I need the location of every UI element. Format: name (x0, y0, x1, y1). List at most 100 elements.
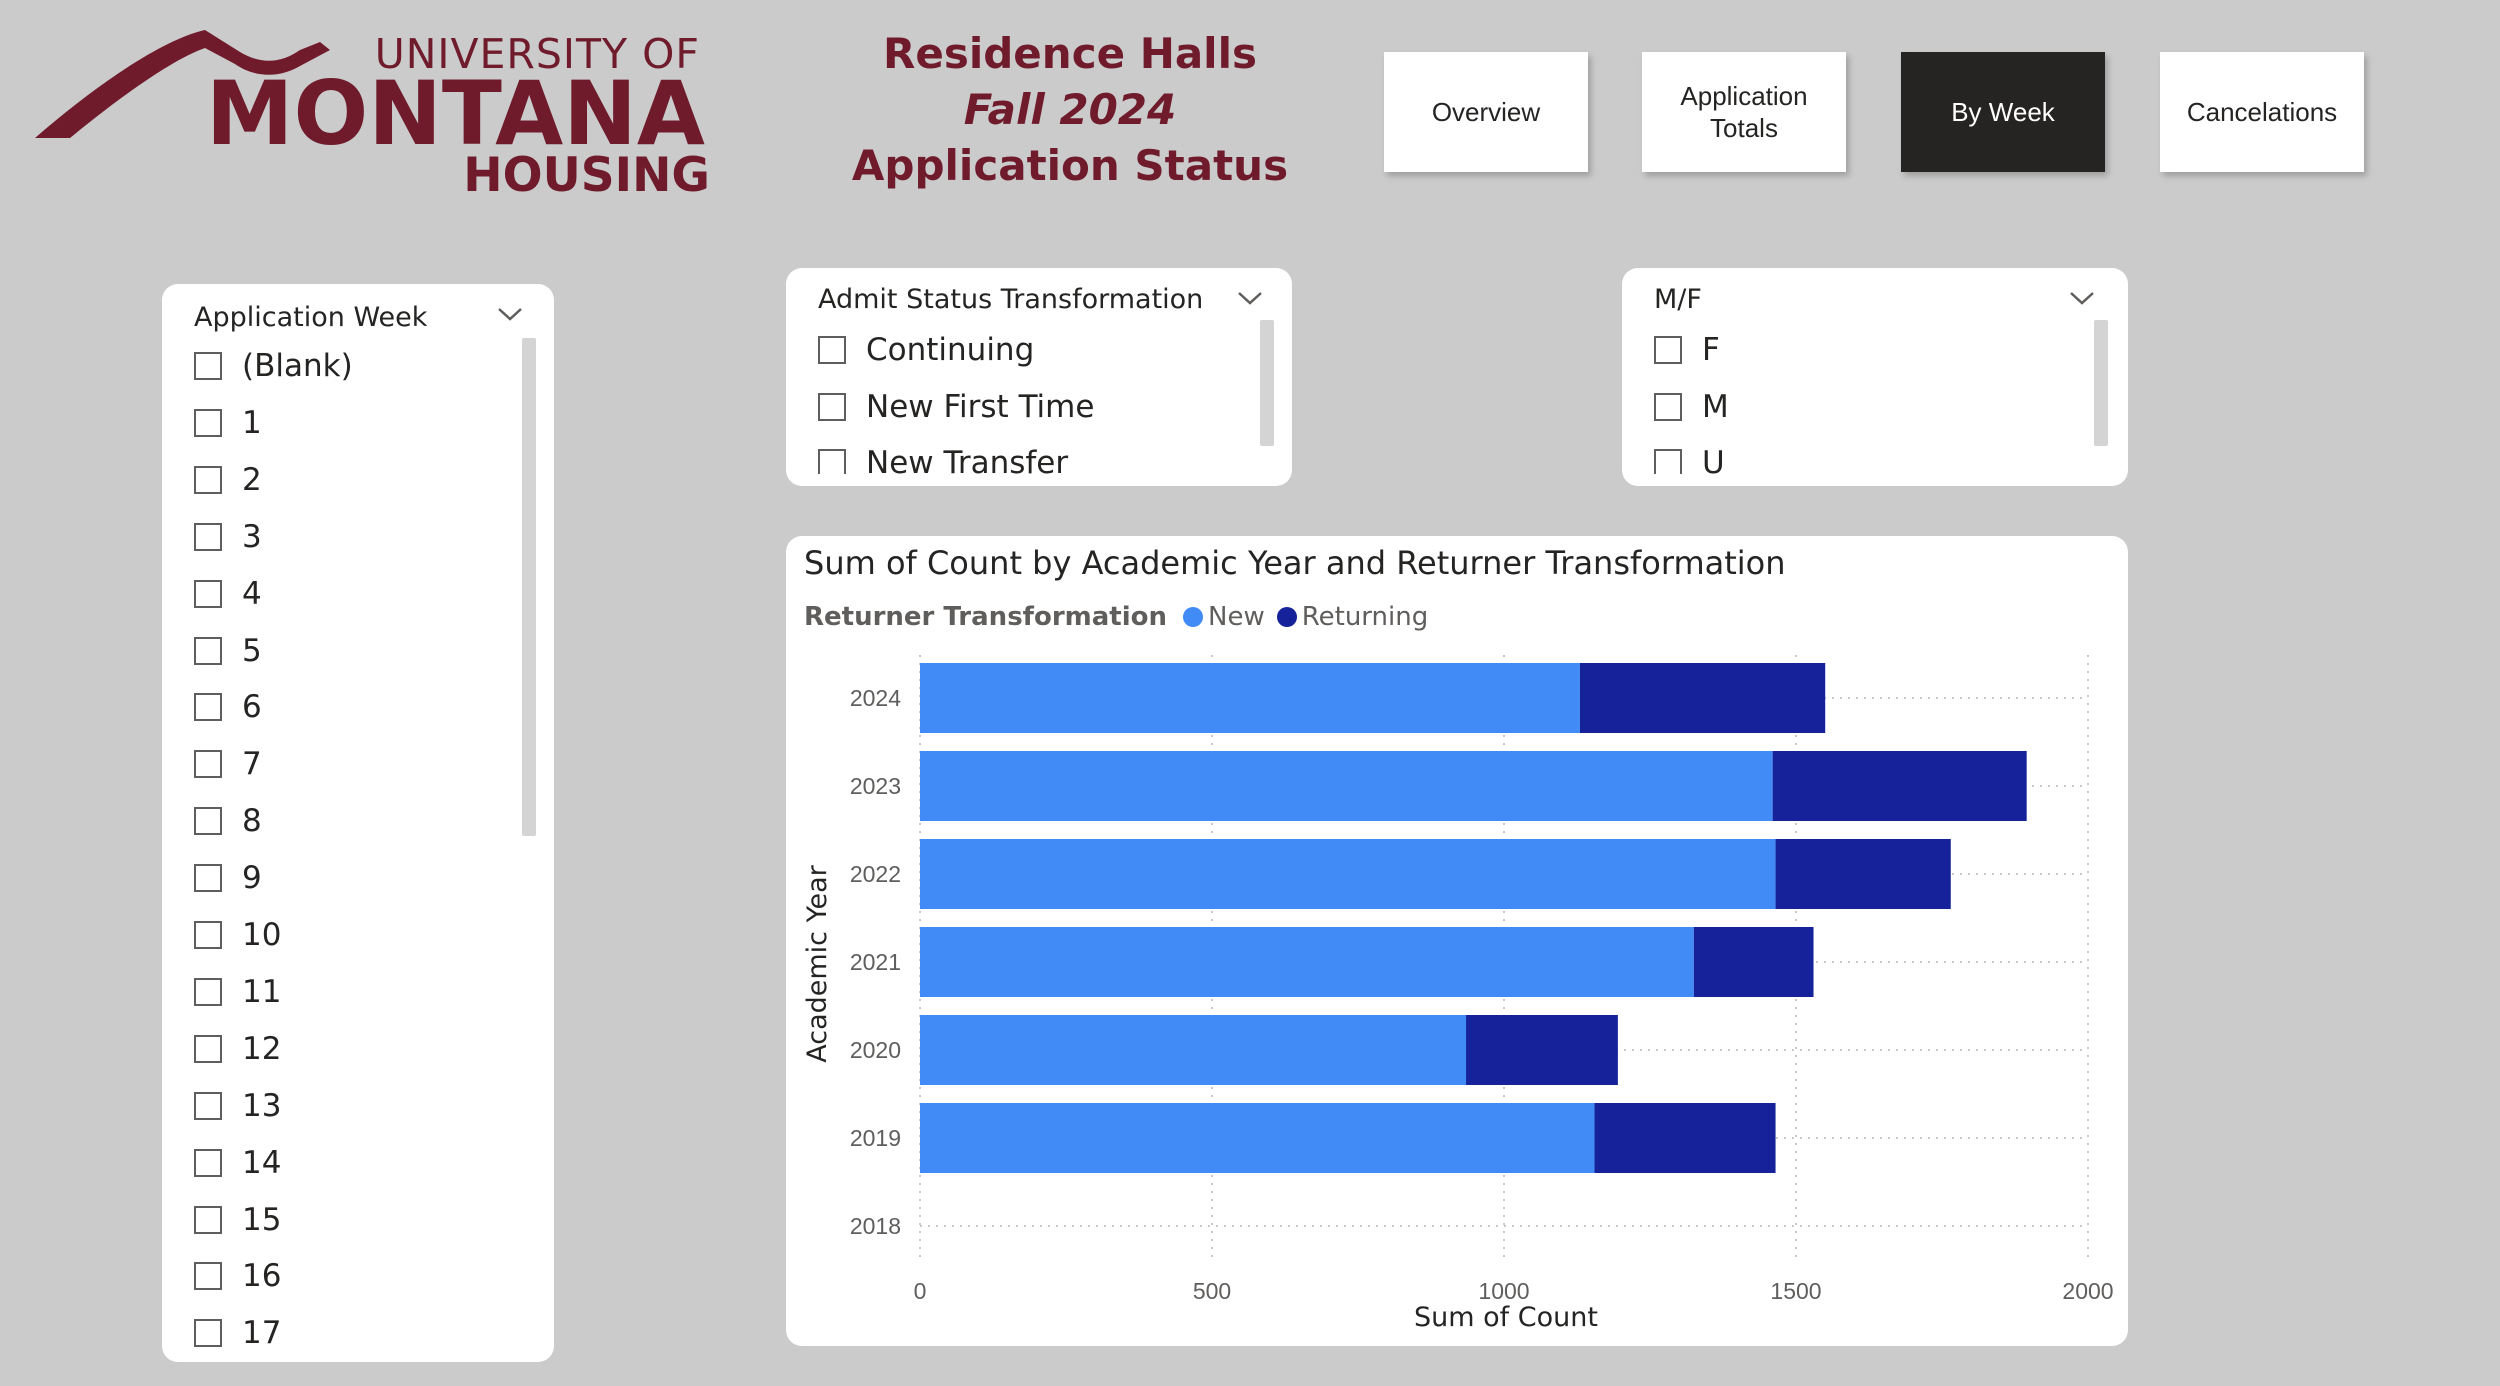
by-week-button-label: By Week (1951, 97, 2055, 127)
logo-housing-text: HOUSING (463, 148, 710, 203)
x-tick-label: 0 (914, 1278, 927, 1304)
week-item-label: 3 (242, 518, 262, 555)
week-item[interactable]: 4 (194, 574, 262, 614)
week-item[interactable]: 7 (194, 744, 262, 784)
gender-item-label: M (1702, 388, 1729, 425)
bar-new-2020 (920, 1015, 1467, 1085)
checkbox[interactable] (194, 408, 222, 437)
week-item[interactable]: 6 (194, 687, 262, 727)
week-item-label: 15 (242, 1201, 282, 1238)
week-item[interactable]: 1 (194, 403, 262, 443)
application-totals-button[interactable]: Application Totals (1642, 52, 1846, 172)
bar-new-2021 (920, 927, 1694, 997)
checkbox[interactable] (194, 1262, 222, 1291)
legend-dot-new (1183, 607, 1204, 627)
gender-item[interactable]: F (1654, 330, 1720, 370)
checkbox[interactable] (194, 352, 222, 380)
week-item-label: 14 (242, 1144, 282, 1181)
application-totals-button-label: Application Totals (1680, 81, 1808, 143)
y-tick-label: 2020 (850, 1037, 901, 1063)
by-week-button[interactable]: By Week (1901, 52, 2105, 172)
checkbox[interactable] (194, 693, 222, 722)
admit-status-slicer: Admit Status Transformation Continuing Ne… (786, 268, 1292, 486)
logo-university-text: UNIVERSITY OF (374, 30, 700, 78)
legend-item-returning[interactable]: Returning (1276, 602, 1428, 632)
checkbox[interactable] (194, 1091, 222, 1120)
chevron-down-icon[interactable] (1236, 290, 1264, 306)
week-item-label: 9 (242, 860, 262, 897)
checkbox[interactable] (194, 465, 222, 494)
week-item[interactable]: 2 (194, 460, 262, 500)
x-tick-label: 1000 (1478, 1278, 1529, 1304)
checkbox[interactable] (194, 1205, 222, 1234)
week-item[interactable]: (Blank) (194, 346, 353, 386)
week-item-label: 6 (242, 689, 262, 726)
admit-item[interactable]: New First Time (818, 387, 1094, 427)
y-tick-label: 2024 (850, 685, 901, 711)
chart-legend: Returner Transformation New Returning (804, 602, 1440, 632)
week-item[interactable]: 13 (194, 1086, 281, 1126)
title-line-2: Fall 2024 (963, 85, 1177, 134)
week-item[interactable]: 5 (194, 631, 262, 671)
stacked-bar-chart: Sum of Count by Academic Year and Return… (786, 536, 2128, 1346)
checkbox[interactable] (1654, 336, 1682, 364)
admit-item-label: Continuing (866, 332, 1035, 368)
cancelations-button[interactable]: Cancelations (2160, 52, 2364, 172)
week-item[interactable]: 14 (194, 1143, 281, 1183)
week-item[interactable]: 10 (194, 915, 281, 955)
legend-label-new: New (1208, 602, 1265, 632)
gender-item[interactable]: U (1654, 443, 1725, 474)
week-item-label: 8 (242, 803, 262, 840)
admit-item[interactable]: Continuing (818, 330, 1034, 370)
logo-montana-text: MONTANA (205, 62, 705, 165)
slicer-scrollbar[interactable] (522, 338, 536, 836)
week-item[interactable]: 17 (194, 1313, 281, 1353)
x-tick-label: 1500 (1770, 1278, 1821, 1304)
slicer-scrollbar[interactable] (2094, 320, 2108, 446)
y-tick-label: 2018 (850, 1213, 901, 1239)
checkbox[interactable] (818, 336, 846, 364)
week-item-label: 11 (242, 973, 282, 1010)
gender-item[interactable]: M (1654, 387, 1729, 427)
chevron-down-icon[interactable] (496, 306, 524, 322)
week-item[interactable]: 9 (194, 858, 262, 898)
bar-new-2023 (920, 751, 1773, 821)
checkbox[interactable] (194, 864, 222, 893)
week-item[interactable]: 15 (194, 1200, 281, 1240)
checkbox[interactable] (194, 522, 222, 551)
week-item-label: 10 (242, 917, 282, 953)
bar-returning-2019 (1594, 1103, 1776, 1173)
checkbox[interactable] (194, 921, 222, 949)
overview-button[interactable]: Overview (1384, 52, 1588, 172)
week-item[interactable]: 8 (194, 801, 262, 841)
y-axis-label: Academic Year (802, 864, 833, 1062)
checkbox[interactable] (1654, 449, 1682, 474)
checkbox[interactable] (194, 636, 222, 665)
checkbox[interactable] (194, 807, 222, 836)
checkbox[interactable] (194, 1148, 222, 1177)
week-item[interactable]: 12 (194, 1029, 281, 1069)
legend-item-new[interactable]: New (1183, 602, 1265, 632)
checkbox[interactable] (194, 750, 222, 779)
chart-title: Sum of Count by Academic Year and Return… (804, 544, 1786, 582)
title-line-1: Residence Halls (883, 29, 1257, 78)
checkbox[interactable] (818, 449, 846, 474)
checkbox[interactable] (194, 579, 222, 608)
checkbox[interactable] (818, 392, 846, 421)
chevron-down-icon[interactable] (2068, 290, 2096, 306)
application-week-slicer: Application Week (Blank) 1 2 3 4 5 6 7 8 9 10 11 12 1… (162, 284, 554, 1362)
slicer-scrollbar[interactable] (1260, 320, 1274, 446)
checkbox[interactable] (194, 977, 222, 1006)
bar-returning-2023 (1772, 751, 2027, 821)
gender-item-label: F (1702, 332, 1720, 368)
admit-item[interactable]: New Transfer (818, 443, 1068, 474)
week-item-label: 12 (242, 1030, 282, 1067)
week-item[interactable]: 3 (194, 517, 262, 557)
checkbox[interactable] (194, 1034, 222, 1063)
week-item[interactable]: 16 (194, 1256, 281, 1296)
x-tick-label: 500 (1193, 1278, 1231, 1304)
checkbox[interactable] (1654, 392, 1682, 421)
admit-status-header: Admit Status Transformation (818, 284, 1204, 315)
checkbox[interactable] (194, 1319, 222, 1348)
week-item[interactable]: 11 (194, 972, 281, 1012)
